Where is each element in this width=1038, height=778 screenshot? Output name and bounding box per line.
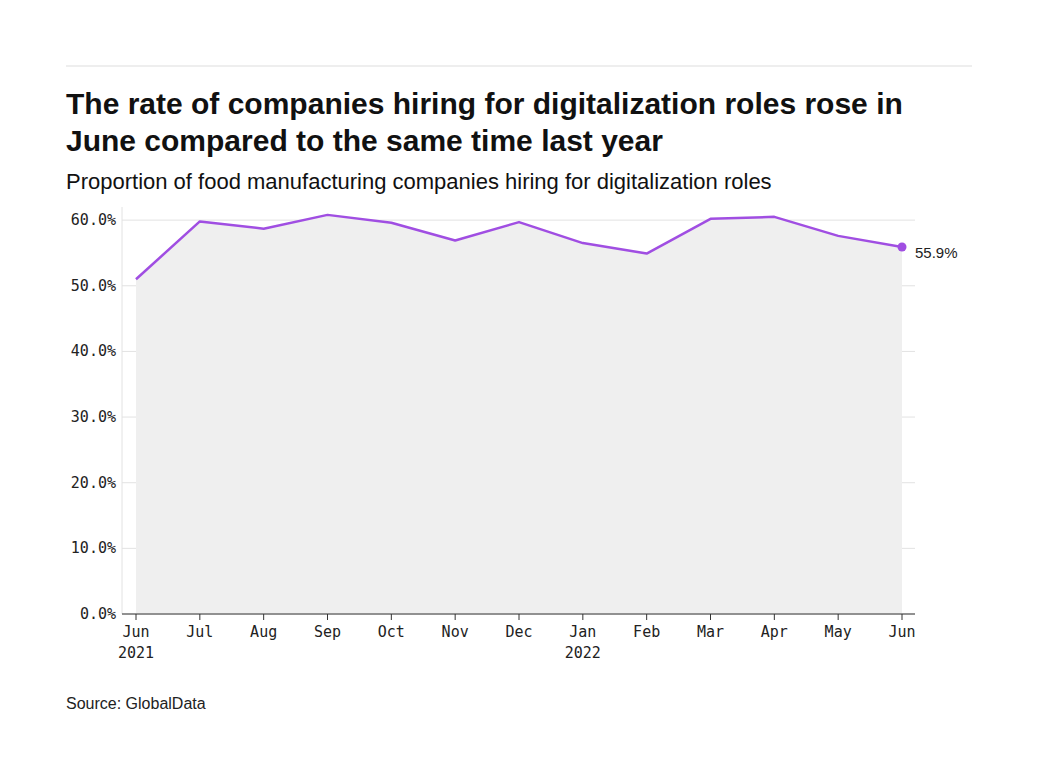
x-tick-label: Feb: [633, 623, 660, 641]
x-tick-label-line: 2021: [118, 644, 154, 662]
x-tick-label-line: Oct: [378, 623, 405, 641]
x-tick-label: Apr: [761, 623, 788, 641]
x-tick-label: Nov: [442, 623, 469, 641]
x-tick: [519, 614, 520, 620]
top-rule: [66, 66, 972, 67]
x-tick: [774, 614, 775, 620]
y-tick-label: 30.0%: [71, 408, 116, 426]
end-dot: [898, 243, 907, 252]
x-tick-label-line: May: [825, 623, 852, 641]
x-tick-label: Jun: [888, 623, 915, 641]
x-tick-label-line: Jan: [569, 623, 596, 641]
x-tick-label: Aug: [250, 623, 277, 641]
x-tick-label: Jan 2022: [565, 623, 601, 662]
plot-area: [136, 215, 907, 614]
x-tick: [902, 614, 903, 620]
x-tick-label: Sep: [314, 623, 341, 641]
x-tick: [136, 614, 137, 620]
subtitle: Proportion of food manufacturing compani…: [66, 169, 772, 194]
x-tick-label: May: [825, 623, 852, 641]
x-tick-label-line: Apr: [761, 623, 788, 641]
y-axis-line: [122, 207, 123, 614]
x-tick: [582, 614, 583, 620]
x-tick: [327, 614, 328, 620]
chart: The rate of companies hiring for digital…: [0, 0, 1038, 778]
y-tick-label: 40.0%: [71, 342, 116, 360]
y-tick-label: 60.0%: [71, 211, 116, 229]
title: The rate of companies hiring for digital…: [66, 87, 903, 157]
x-tick-label-line: 2022: [565, 644, 601, 662]
x-tick: [710, 614, 711, 620]
x-tick-label-line: Dec: [505, 623, 532, 641]
x-tick-label: Jun 2021: [118, 623, 154, 662]
y-tick-label: 10.0%: [71, 539, 116, 557]
x-tick: [838, 614, 839, 620]
x-tick: [646, 614, 647, 620]
x-tick-label-line: Nov: [442, 623, 469, 641]
x-tick-label-line: Feb: [633, 623, 660, 641]
x-tick-label: Dec: [505, 623, 532, 641]
x-tick-label-line: Mar: [697, 623, 724, 641]
y-tick-label: 20.0%: [71, 474, 116, 492]
title-line: The rate of companies hiring for digital…: [66, 87, 903, 120]
x-tick-label-line: Aug: [250, 623, 277, 641]
title-line: June compared to the same time last year: [66, 124, 663, 157]
x-tick: [391, 614, 392, 620]
x-tick-label: Jul: [186, 623, 213, 641]
y-tick-label: 50.0%: [71, 277, 116, 295]
source: Source: GlobalData: [66, 695, 206, 712]
y-tick-label: 0.0%: [80, 605, 116, 623]
x-tick-label: Oct: [378, 623, 405, 641]
x-tick-label-line: Jun: [888, 623, 915, 641]
value-label: 55.9%: [915, 244, 958, 261]
line: [136, 215, 902, 279]
x-tick-label: Mar: [697, 623, 724, 641]
x-tick: [263, 614, 264, 620]
x-tick-label-line: Sep: [314, 623, 341, 641]
x-tick-label-line: Jul: [186, 623, 213, 641]
x-tick-label-line: Jun: [122, 623, 149, 641]
x-tick: [455, 614, 456, 620]
grid-line: [122, 220, 915, 221]
area: [136, 215, 902, 614]
x-tick: [199, 614, 200, 620]
